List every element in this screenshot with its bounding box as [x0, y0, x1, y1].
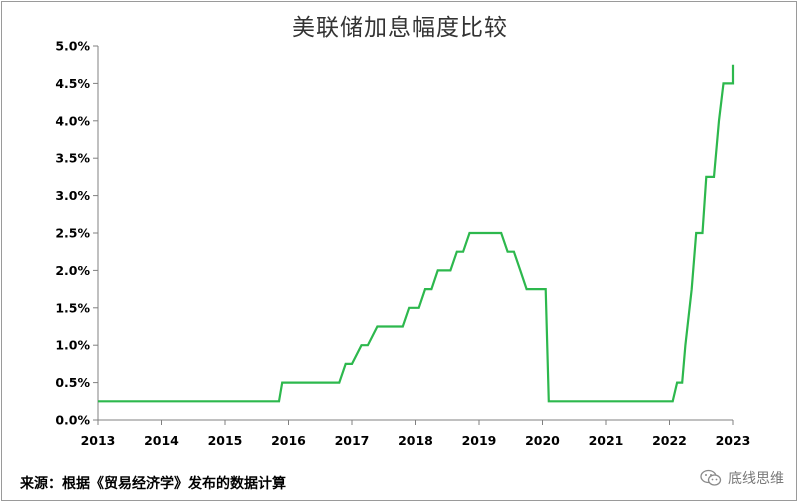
x-tick-label: 2015 [208, 433, 243, 448]
x-tick-label: 2014 [144, 433, 179, 448]
chart-title: 美联储加息幅度比较 [292, 15, 508, 41]
x-tick-label: 2016 [271, 433, 306, 448]
x-tick-label: 2019 [462, 433, 497, 448]
y-tick-label: 0.0% [55, 413, 90, 428]
x-tick-label: 2023 [716, 433, 751, 448]
watermark-text: 底线思维 [728, 471, 784, 487]
y-tick-label: 4.5% [55, 76, 90, 91]
y-tick-label: 5.0% [55, 39, 90, 54]
source-note: 来源：根据《贸易经济学》发布的数据计算 [20, 476, 286, 492]
y-tick-label: 3.5% [55, 151, 90, 166]
watermark: 底线思维 [700, 468, 784, 488]
x-tick-label: 2021 [589, 433, 624, 448]
y-tick-label: 1.0% [55, 338, 90, 353]
y-tick-label: 3.0% [55, 188, 90, 203]
x-tick-label: 2018 [398, 433, 433, 448]
x-tick-label: 2022 [652, 433, 687, 448]
series-line [98, 64, 735, 403]
y-tick-label: 2.5% [55, 226, 90, 241]
x-tick-label: 2013 [81, 433, 116, 448]
x-tick-label: 2017 [335, 433, 370, 448]
y-tick-label: 0.5% [55, 375, 90, 390]
y-tick-label: 2.0% [55, 263, 90, 278]
x-tick-label: 2020 [525, 433, 560, 448]
y-tick-label: 1.5% [55, 300, 90, 315]
wechat-icon [700, 469, 722, 486]
y-tick-label: 4.0% [55, 113, 90, 128]
